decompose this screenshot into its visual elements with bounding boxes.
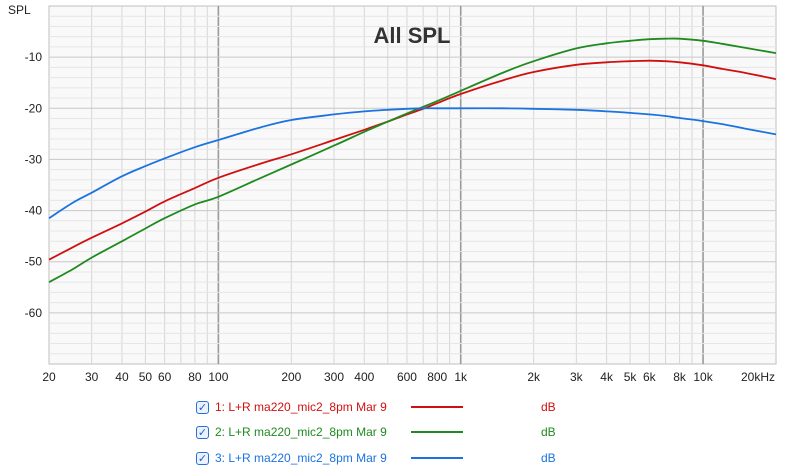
legend-line-swatch-1: [411, 406, 463, 408]
y-axis-label: SPL: [8, 3, 31, 17]
x-tick-label: 20: [42, 370, 56, 384]
series-line-2: [48, 37, 777, 283]
y-tick-label: -50: [25, 255, 43, 269]
y-tick-label: -60: [25, 306, 43, 320]
x-tick-label: 800: [427, 370, 447, 384]
legend-item-2: ✓ 2: L+R ma220_mic2_8pm Mar 9 dB: [196, 423, 581, 441]
x-tick-label: 60: [158, 370, 172, 384]
x-tick-label: 300: [324, 370, 344, 384]
x-tick-label: 8k: [673, 370, 687, 384]
x-tick-label: 5k: [624, 370, 638, 384]
legend-checkbox-1[interactable]: ✓: [196, 400, 209, 414]
series-line-3: [48, 107, 777, 219]
x-tick-labels: 20 30 40 50 60 80 100 200 300 400 600 800 1k 2k 3k 4k 5k…: [42, 370, 775, 384]
legend-label-1: 1: L+R ma220_mic2_8pm Mar 9: [215, 400, 387, 414]
legend-label-3: 3: L+R ma220_mic2_8pm Mar 9: [215, 451, 387, 465]
x-tick-label: 600: [397, 370, 417, 384]
x-tick-label: 50: [139, 370, 153, 384]
grid-lines: [49, 6, 776, 364]
legend-label-2: 2: L+R ma220_mic2_8pm Mar 9: [215, 425, 387, 439]
x-tick-label: 1k: [454, 370, 468, 384]
legend-item-1: ✓ 1: L+R ma220_mic2_8pm Mar 9 dB: [196, 398, 581, 416]
x-tick-label: 200: [281, 370, 301, 384]
x-tick-label: 80: [188, 370, 202, 384]
x-tick-label: 30: [85, 370, 99, 384]
x-tick-label: 6k: [643, 370, 657, 384]
y-tick-label: -20: [25, 101, 43, 115]
legend-unit-1: dB: [541, 400, 556, 414]
y-tick-label: -40: [25, 204, 43, 218]
x-tick-label: 10k: [693, 370, 713, 384]
x-tick-label: 2k: [527, 370, 541, 384]
y-tick-label: -10: [25, 50, 43, 64]
series-lines: [48, 37, 777, 283]
x-tick-label: 20kHz: [741, 370, 775, 384]
x-tick-label: 40: [115, 370, 129, 384]
plot-area: [48, 5, 777, 365]
x-tick-label: 100: [208, 370, 228, 384]
x-tick-label: 400: [354, 370, 374, 384]
y-tick-label: -30: [25, 152, 43, 166]
legend-checkbox-3[interactable]: ✓: [196, 451, 209, 465]
legend-line-swatch-2: [411, 431, 463, 433]
x-tick-label: 3k: [570, 370, 584, 384]
legend-unit-2: dB: [541, 425, 556, 439]
legend-unit-3: dB: [541, 451, 556, 465]
chart-title: All SPL: [373, 23, 450, 48]
x-tick-label: 4k: [600, 370, 614, 384]
legend-line-swatch-3: [411, 457, 463, 459]
y-tick-labels: -10 -20 -30 -40 -50 -60: [25, 50, 43, 320]
legend-item-3: ✓ 3: L+R ma220_mic2_8pm Mar 9 dB: [196, 449, 581, 467]
legend-checkbox-2[interactable]: ✓: [196, 425, 209, 439]
